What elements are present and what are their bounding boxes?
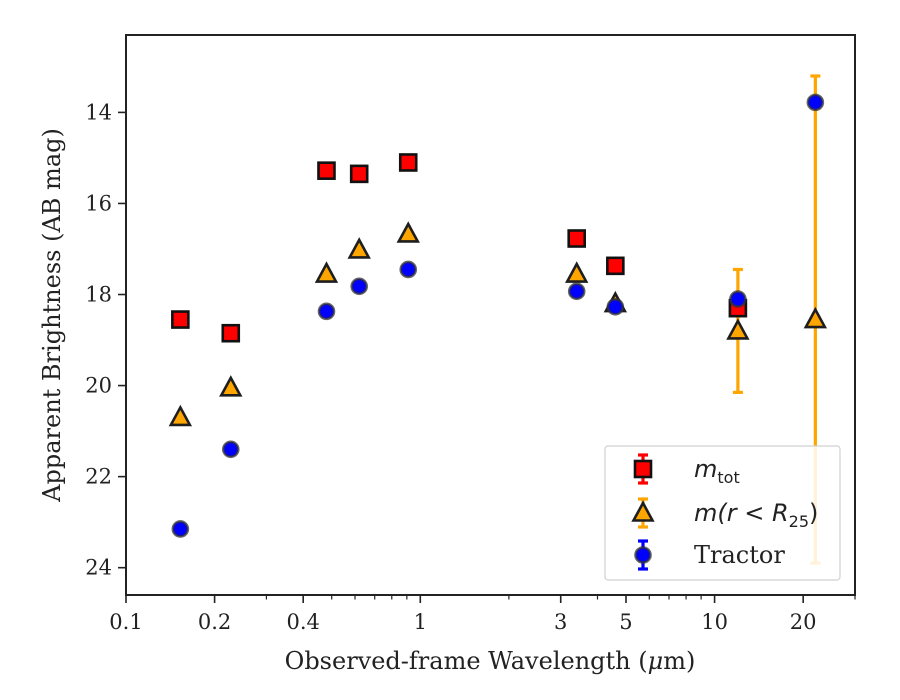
x-tick-label: 0.1 (109, 610, 142, 634)
y-tick-label: 22 (85, 465, 112, 489)
mr25-point (726, 318, 750, 340)
y-tick-label: 20 (85, 374, 112, 398)
legend-box (604, 445, 841, 581)
plot-layer (168, 74, 828, 565)
mtot-point (171, 310, 190, 329)
tractor-point (806, 93, 825, 112)
mr25-point (314, 261, 339, 283)
y-tick-label: 18 (85, 283, 112, 307)
tractor-point (317, 302, 336, 321)
tractor-point (171, 520, 190, 538)
tractor-point (606, 298, 625, 316)
x-tick-label: 0.2 (198, 610, 231, 634)
x-axis-label-mu: μ (648, 647, 664, 675)
legend-label-mtot: mtot (694, 455, 740, 487)
y-tick-label: 24 (85, 556, 112, 580)
mr25-point (219, 375, 243, 397)
mtot-point (221, 323, 241, 343)
ticks-layer: 0.1 0.2 0.4 1 3 5 10 20 14 16 18 20 22 24 (85, 100, 856, 634)
legend-label-tractor: Tractor (694, 541, 785, 569)
x-axis-label: Observed-frame Wavelength (μm) (285, 647, 696, 675)
legend-marker-mtot (633, 459, 653, 479)
mr25-point (565, 261, 589, 283)
mr25-point (347, 237, 371, 259)
legend-entries: mtot m(r < R25) Tractor (631, 453, 818, 571)
x-tick-label: 0.4 (286, 610, 319, 634)
mtot-point (317, 161, 336, 180)
y-axis-label: Apparent Brightness (AB mag) (38, 128, 66, 503)
mr25-point (396, 221, 420, 243)
tractor-point (399, 260, 418, 279)
x-tick-label: 1 (414, 610, 427, 634)
x-axis-label-suffix: m) (663, 647, 695, 675)
mr25-point (168, 404, 193, 427)
legend-label-mr25: m(r < R25) (694, 499, 818, 531)
tractor-point (567, 282, 586, 301)
x-tick-label: 3 (554, 610, 567, 634)
mr25-point (803, 306, 828, 329)
tractor-point (729, 290, 747, 308)
legend-marker-tractor (634, 546, 652, 564)
tractor-point (221, 440, 240, 459)
x-tick-label: 20 (790, 610, 817, 634)
tractor-point (350, 277, 368, 296)
y-tick-label: 14 (85, 100, 112, 124)
mtot-point (398, 153, 418, 172)
mtot-point (349, 164, 369, 184)
legend-marker-mr25 (631, 500, 655, 522)
legend: mtot m(r < R25) Tractor (604, 445, 841, 581)
y-tick-label: 16 (85, 191, 112, 215)
x-tick-label: 10 (701, 610, 728, 634)
x-tick-label: 5 (619, 610, 632, 634)
x-axis-label-prefix: Observed-frame Wavelength ( (285, 647, 648, 675)
plot-frame (125, 34, 856, 596)
mtot-point (567, 229, 587, 248)
mtot-point (606, 256, 625, 276)
